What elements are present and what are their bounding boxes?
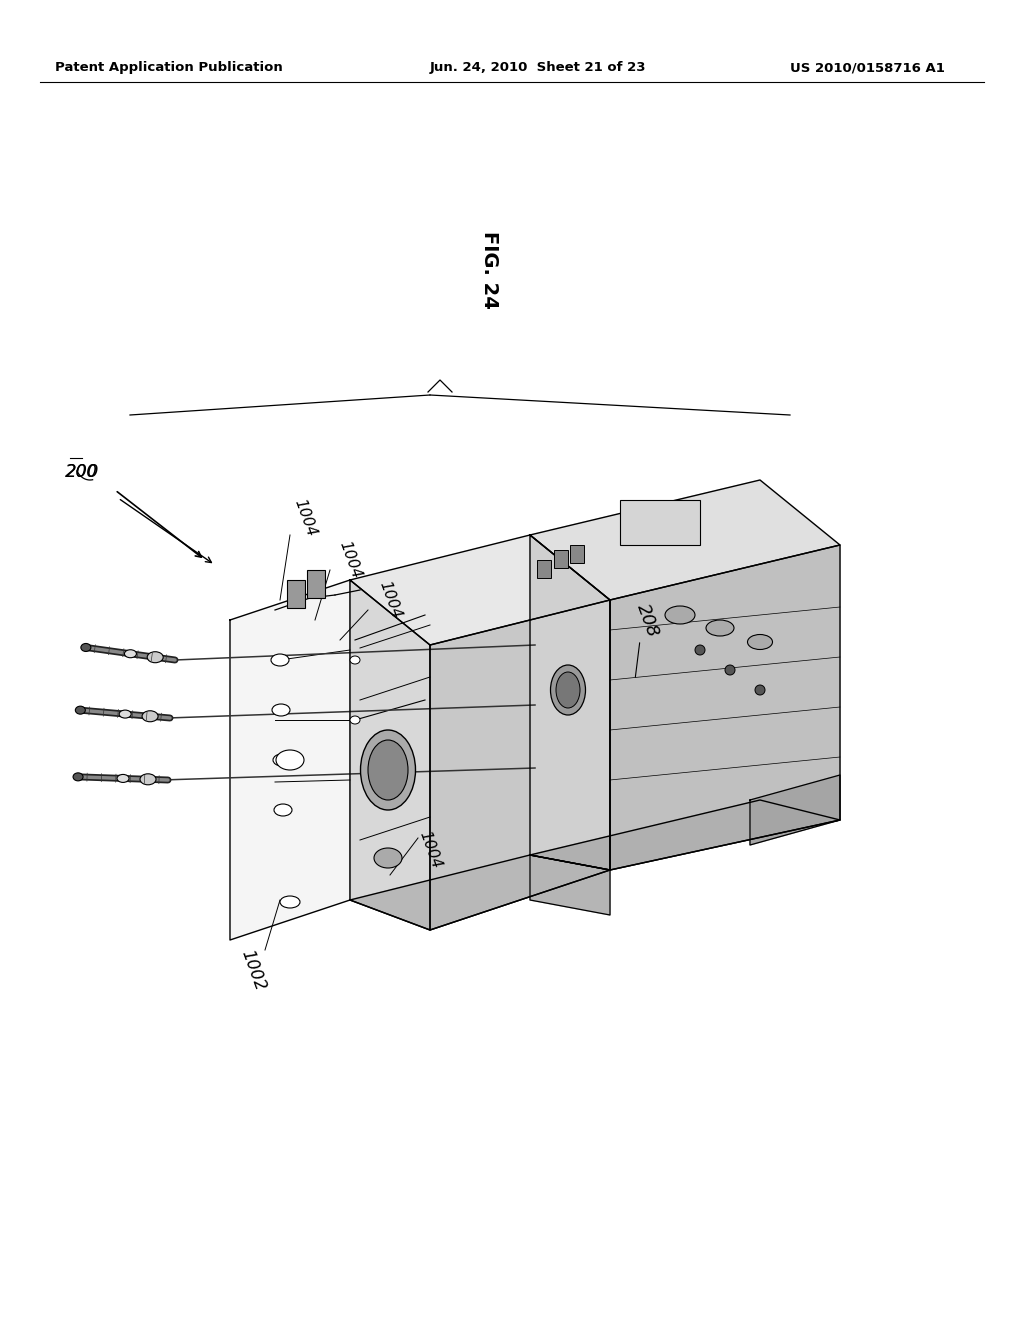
Ellipse shape — [276, 750, 304, 770]
Circle shape — [695, 645, 705, 655]
Ellipse shape — [147, 652, 163, 663]
Ellipse shape — [73, 772, 83, 781]
Polygon shape — [610, 545, 840, 870]
Ellipse shape — [273, 754, 291, 766]
Circle shape — [725, 665, 735, 675]
Ellipse shape — [374, 847, 402, 869]
Ellipse shape — [665, 606, 695, 624]
Polygon shape — [530, 535, 610, 870]
Ellipse shape — [272, 704, 290, 715]
Ellipse shape — [350, 715, 360, 723]
Ellipse shape — [274, 804, 292, 816]
Polygon shape — [350, 579, 430, 931]
Circle shape — [755, 685, 765, 696]
FancyBboxPatch shape — [620, 500, 700, 545]
Ellipse shape — [117, 775, 129, 783]
Polygon shape — [230, 579, 350, 940]
Text: FIG. 24: FIG. 24 — [480, 231, 500, 309]
Text: 200: 200 — [65, 463, 99, 480]
FancyBboxPatch shape — [570, 545, 584, 564]
Text: 1004: 1004 — [291, 498, 318, 539]
Ellipse shape — [81, 643, 91, 652]
Text: Jun. 24, 2010  Sheet 21 of 23: Jun. 24, 2010 Sheet 21 of 23 — [430, 62, 646, 74]
Ellipse shape — [119, 710, 131, 718]
Polygon shape — [350, 535, 610, 645]
Text: 208: 208 — [634, 601, 663, 639]
Polygon shape — [530, 480, 840, 601]
Ellipse shape — [125, 649, 136, 657]
Text: Patent Application Publication: Patent Application Publication — [55, 62, 283, 74]
Ellipse shape — [706, 620, 734, 636]
Ellipse shape — [280, 896, 300, 908]
Text: 1004: 1004 — [376, 579, 403, 620]
Polygon shape — [750, 775, 840, 845]
Polygon shape — [530, 855, 610, 915]
FancyBboxPatch shape — [537, 560, 551, 578]
Ellipse shape — [140, 774, 156, 785]
Text: 1004: 1004 — [336, 539, 364, 581]
Ellipse shape — [748, 635, 772, 649]
Ellipse shape — [350, 656, 360, 664]
Ellipse shape — [551, 665, 586, 715]
Text: 1002: 1002 — [238, 946, 268, 993]
Text: US 2010/0158716 A1: US 2010/0158716 A1 — [790, 62, 945, 74]
Polygon shape — [530, 800, 840, 870]
Ellipse shape — [368, 741, 408, 800]
Polygon shape — [350, 855, 610, 931]
Ellipse shape — [360, 730, 416, 810]
Ellipse shape — [556, 672, 580, 708]
Ellipse shape — [142, 710, 158, 722]
Ellipse shape — [271, 653, 289, 667]
FancyBboxPatch shape — [307, 570, 325, 598]
FancyBboxPatch shape — [287, 579, 305, 609]
FancyBboxPatch shape — [554, 550, 568, 568]
Polygon shape — [430, 601, 610, 931]
Text: 1004: 1004 — [417, 829, 443, 871]
Text: 200: 200 — [67, 463, 98, 480]
Ellipse shape — [76, 706, 85, 714]
